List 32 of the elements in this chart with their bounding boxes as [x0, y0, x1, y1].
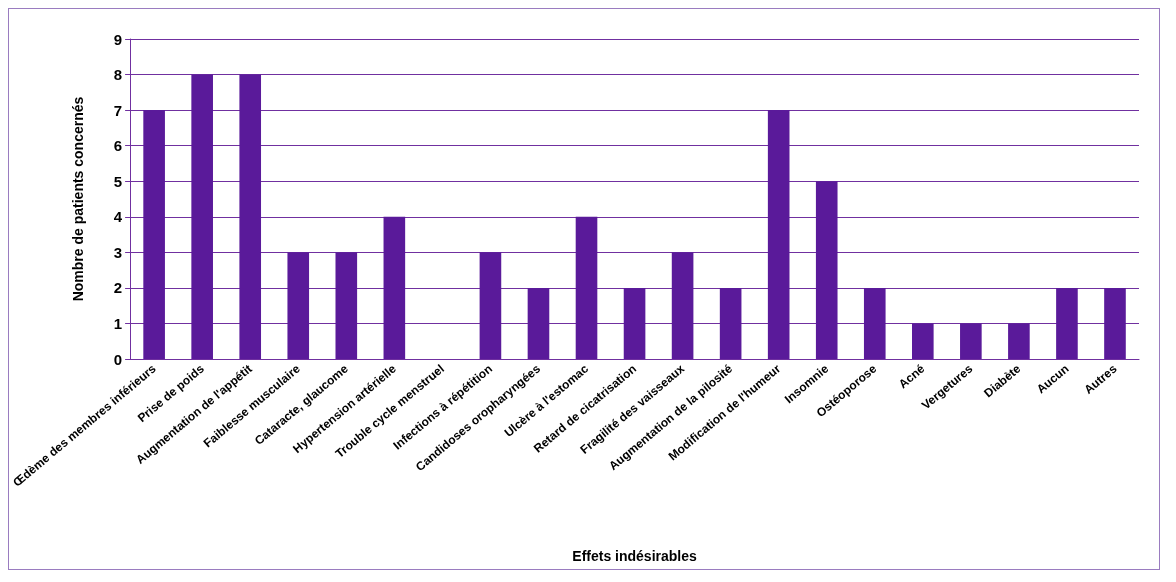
bar: [479, 252, 502, 359]
x-axis-title: Effets indésirables: [572, 548, 698, 564]
bar: [1056, 287, 1078, 359]
bar: [527, 287, 550, 359]
bar: [287, 252, 310, 359]
bar: [767, 110, 790, 359]
bar: [863, 287, 886, 359]
bar: [239, 74, 262, 359]
bar: [143, 110, 165, 359]
y-tick-label: 9: [113, 30, 123, 48]
y-tick-label: 6: [113, 137, 123, 155]
y-tick-label: 1: [113, 314, 123, 332]
y-tick-label: 2: [113, 279, 123, 297]
bar: [960, 323, 982, 359]
y-tick-label: 0: [113, 350, 123, 368]
bar: [815, 181, 838, 359]
y-axis-title: Nombre de patients concernés: [70, 96, 87, 302]
y-tick-label: 7: [113, 101, 123, 119]
y-tick-label: 5: [113, 172, 123, 190]
bar: [1008, 323, 1030, 359]
bar: [671, 252, 694, 359]
bar: [191, 74, 213, 359]
bar: [1104, 287, 1126, 359]
y-tick-label: 8: [113, 66, 123, 84]
bar: [623, 287, 646, 359]
bar: [719, 287, 742, 359]
y-tick-label: 3: [113, 243, 123, 261]
bar: [912, 323, 934, 359]
bar: [575, 216, 598, 359]
bar: [335, 252, 358, 359]
bar: [383, 216, 406, 359]
y-tick-label: 4: [113, 208, 123, 226]
